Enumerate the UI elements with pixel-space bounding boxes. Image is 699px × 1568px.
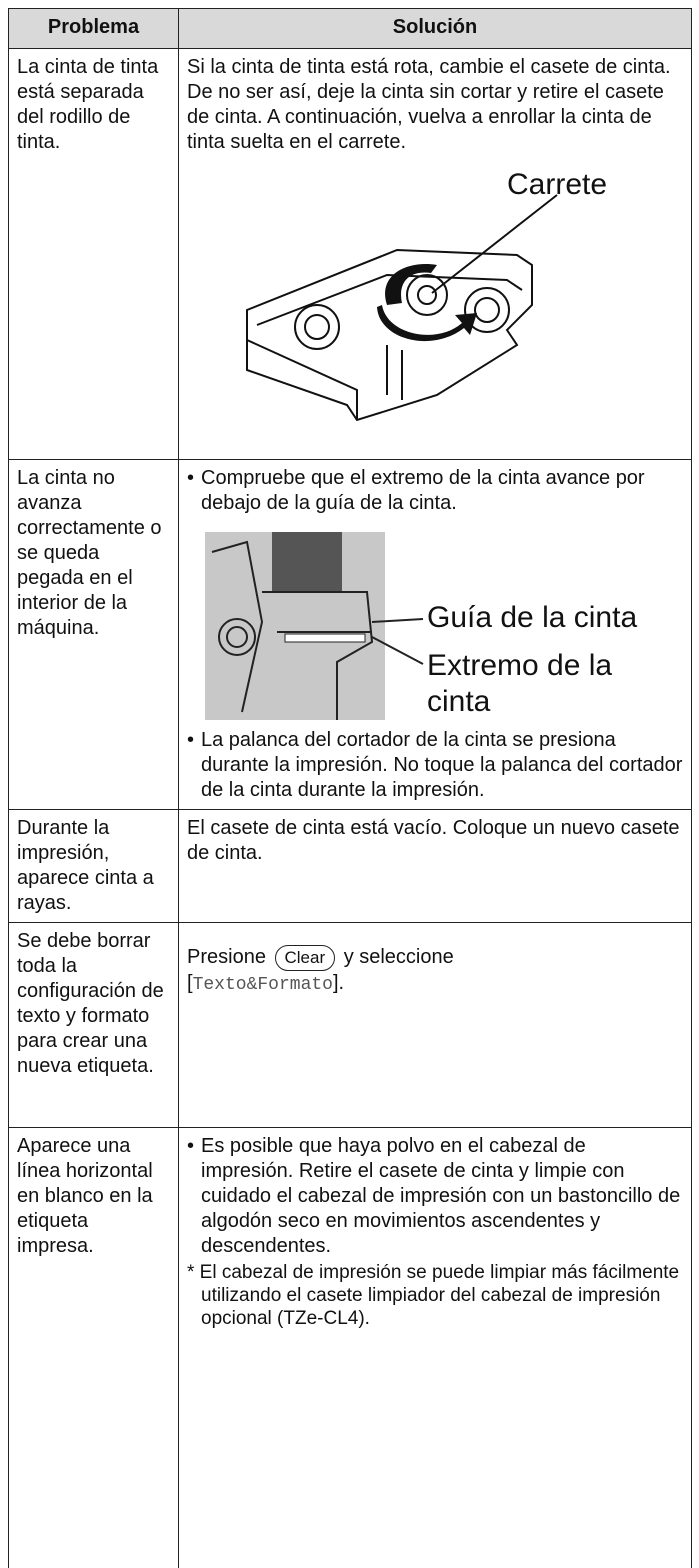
figure-label: Extremo de la cinta xyxy=(427,649,613,718)
bullet: Compruebe que el extremo de la cinta ava… xyxy=(187,466,683,516)
bullet: La palanca del cortador de la cinta se p… xyxy=(187,728,683,803)
note: * El cabezal de impresión se puede limpi… xyxy=(187,1262,680,1329)
figure: Guía de la cinta Extremo de la cinta xyxy=(187,522,683,722)
bullet-list: Compruebe que el extremo de la cinta ava… xyxy=(187,466,683,516)
problem: Se debe borrar toda la configuración de … xyxy=(8,922,179,1128)
row: La cinta de tinta está separada del rodi… xyxy=(8,48,692,460)
text: [ xyxy=(187,972,193,994)
tape-guide-illustration xyxy=(205,532,424,720)
solution: Si la cinta de tinta está rota, cambie e… xyxy=(187,56,671,153)
solution-cell: Es posible que haya polvo en el cabezal … xyxy=(178,1127,692,1568)
problem: Durante la impresión, aparece cinta a ra… xyxy=(8,809,179,923)
bullet: Es posible que haya polvo en el cabezal … xyxy=(187,1134,683,1259)
bullet-list: Es posible que haya polvo en el cabezal … xyxy=(187,1134,683,1259)
solution-cell: Presione Clear y seleccione [Texto&Forma… xyxy=(178,922,692,1128)
problem: La cinta no avanza correctamente o se qu… xyxy=(8,459,179,810)
troubleshooting-table: Problema Solución La cinta de tinta está… xyxy=(8,8,692,1568)
header-row: Problema Solución xyxy=(8,8,692,49)
row: La cinta no avanza correctamente o se qu… xyxy=(8,459,692,810)
page: Problema Solución La cinta de tinta está… xyxy=(0,0,699,1530)
bullet-list: La palanca del cortador de la cinta se p… xyxy=(187,728,683,803)
menu-item: Texto&Formato xyxy=(192,975,333,995)
figure-label: Guía de la cinta xyxy=(427,601,638,634)
row: Durante la impresión, aparece cinta a ra… xyxy=(8,809,692,923)
solution: El casete de cinta está vacío. Coloque u… xyxy=(178,809,692,923)
cassette-illustration xyxy=(246,194,558,422)
text: Presione xyxy=(187,946,266,968)
problem: La cinta de tinta está separada del rodi… xyxy=(8,48,179,460)
figure-label: Carrete xyxy=(507,168,608,201)
row: Aparece una línea horizontal en blanco e… xyxy=(8,1127,692,1568)
figure: Carrete xyxy=(187,155,683,445)
text: y seleccione xyxy=(343,946,454,968)
text: ]. xyxy=(333,972,345,994)
solution-cell: Compruebe que el extremo de la cinta ava… xyxy=(178,459,692,810)
row: Se debe borrar toda la configuración de … xyxy=(8,922,692,1128)
problem: Aparece una línea horizontal en blanco e… xyxy=(8,1127,179,1568)
key-icon: Clear xyxy=(274,945,336,971)
header-cell: Problema xyxy=(8,8,179,49)
solution-cell: Si la cinta de tinta está rota, cambie e… xyxy=(178,48,692,460)
header-cell: Solución xyxy=(178,8,692,49)
